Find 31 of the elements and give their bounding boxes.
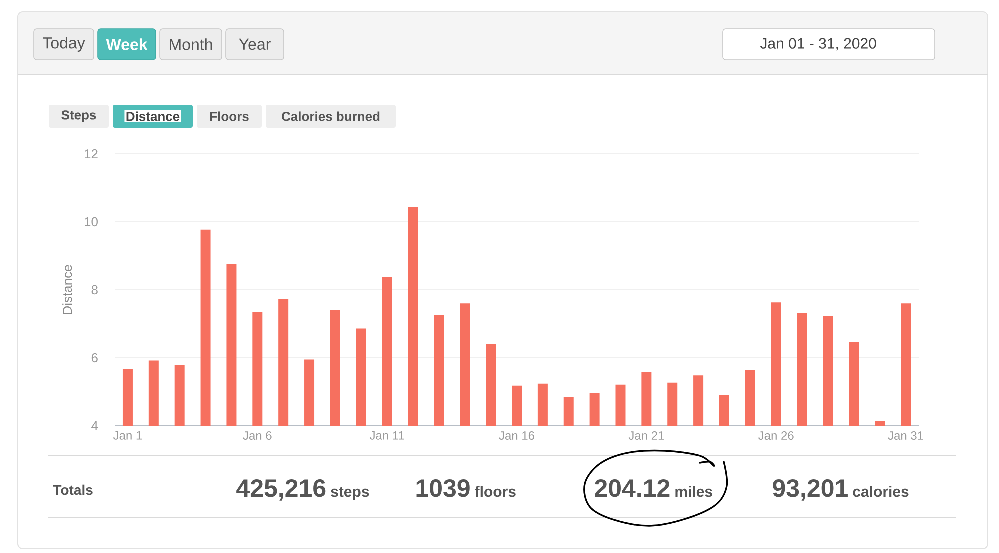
text: Year [239, 38, 271, 50]
text: Totals [53, 484, 93, 496]
text: Week [106, 38, 148, 50]
x-tick-label: Jan 31 [888, 432, 924, 440]
x-tick-label: Jan 11 [370, 432, 404, 440]
text: Steps [62, 110, 96, 122]
text: steps [331, 487, 370, 500]
text: 425,216 [236, 480, 326, 501]
text: Calories burned [282, 112, 380, 122]
text: Floors [210, 112, 249, 122]
text: calories [853, 486, 909, 498]
y-axis-title: Distance [62, 265, 72, 314]
y-tick-label: 6 [92, 353, 98, 363]
text: Distance [126, 112, 180, 122]
text: 1039 [416, 480, 470, 498]
y-tick-label: 4 [92, 422, 98, 430]
x-tick-label: Jan 26 [758, 432, 794, 440]
text: miles [676, 486, 712, 498]
text: Today [43, 37, 86, 52]
text: floors [475, 486, 516, 498]
x-tick-label: Jan 1 [113, 432, 142, 440]
x-tick-label: Jan 21 [628, 432, 664, 440]
text: 93,201 [773, 480, 848, 501]
y-tick-label: 12 [85, 149, 98, 159]
text: 204.12 [595, 480, 670, 498]
text: Jan 01 - 31, 2020 [760, 38, 876, 51]
y-tick-label: 10 [85, 217, 98, 227]
x-tick-label: Jan 16 [499, 432, 534, 440]
x-tick-label: Jan 6 [243, 432, 272, 440]
y-tick-label: 8 [92, 285, 98, 295]
text: Month [170, 38, 212, 50]
